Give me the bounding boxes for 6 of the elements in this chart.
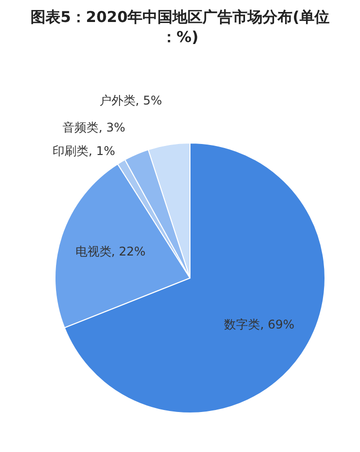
slice-label: 印刷类, 1% xyxy=(52,144,116,158)
slice-label: 户外类, 5% xyxy=(99,93,162,108)
slice-label: 数字类, 69% xyxy=(224,317,294,332)
chart-title: 图表5：2020年中国地区广告市场分布(单位：%) xyxy=(30,8,330,46)
slice-label: 电视类, 22% xyxy=(75,244,146,258)
slice-label: 音频类, 3% xyxy=(62,120,126,135)
